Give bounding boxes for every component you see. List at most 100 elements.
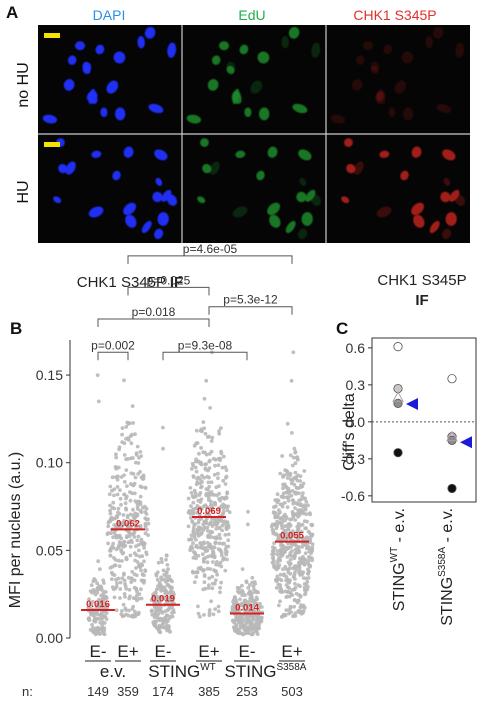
b-data-point xyxy=(142,581,146,585)
b-data-point xyxy=(271,548,276,553)
b-data-point xyxy=(282,482,287,487)
b-data-point xyxy=(99,593,104,598)
b-data-point xyxy=(216,609,221,614)
b-data-point xyxy=(282,546,287,551)
b-data-point xyxy=(288,561,293,566)
b-data-point xyxy=(164,570,169,575)
b-data-point xyxy=(157,580,162,585)
b-data-point xyxy=(138,484,143,489)
b-data-point xyxy=(244,621,249,626)
b-data-point xyxy=(298,559,303,563)
c-x-label: STINGWT - e.v. xyxy=(389,508,408,611)
b-data-point xyxy=(166,567,170,572)
b-data-point xyxy=(167,585,172,589)
b-data-point xyxy=(120,432,124,437)
b-data-point xyxy=(130,569,135,574)
b-data-point xyxy=(292,482,297,487)
b-data-point xyxy=(110,488,114,493)
nucleus-blob xyxy=(298,149,312,161)
b-data-point xyxy=(294,490,298,495)
b-data-point xyxy=(165,577,170,582)
b-data-point xyxy=(165,591,170,596)
b-data-point xyxy=(151,593,156,597)
b-data-point xyxy=(109,531,113,536)
b-data-point xyxy=(207,484,212,489)
b-data-point xyxy=(134,453,139,457)
b-data-point xyxy=(106,541,110,546)
nucleus-blob xyxy=(442,149,456,161)
b-data-point xyxy=(279,541,283,546)
nucleus-blob xyxy=(125,214,137,228)
b-data-point xyxy=(246,586,251,590)
b-data-point xyxy=(285,486,289,490)
panel-a-letter: A xyxy=(6,3,18,22)
b-data-point xyxy=(273,565,277,570)
b-data-point xyxy=(192,523,197,528)
b-data-point xyxy=(164,557,168,562)
b-data-point xyxy=(295,598,300,603)
b-data-point xyxy=(204,492,209,496)
b-data-point xyxy=(132,491,137,496)
b-data-point xyxy=(225,557,229,562)
b-data-point xyxy=(286,498,291,503)
nucleus-blob xyxy=(376,206,392,218)
b-data-point xyxy=(298,479,302,483)
b-data-point xyxy=(210,545,215,550)
nucleus-blob xyxy=(67,55,77,65)
b-data-point xyxy=(112,556,116,560)
nucleus-blob xyxy=(292,103,308,114)
b-data-point xyxy=(204,487,209,491)
b-data-point xyxy=(191,570,196,575)
b-data-point xyxy=(202,396,207,401)
b-data-point xyxy=(278,585,283,590)
b-comparison-bracket xyxy=(162,351,248,361)
b-data-point xyxy=(123,584,128,589)
b-data-point xyxy=(89,583,94,588)
b-data-point xyxy=(237,608,242,612)
b-data-point xyxy=(279,494,284,499)
b-data-point xyxy=(271,561,275,565)
b-data-point xyxy=(127,490,132,494)
b-data-point xyxy=(118,488,122,492)
b-data-point xyxy=(210,574,215,579)
b-data-point xyxy=(196,534,201,538)
b-data-point xyxy=(249,593,254,598)
b-data-point xyxy=(281,552,285,556)
b-data-point xyxy=(207,611,212,615)
b-data-point xyxy=(220,541,225,546)
b-data-point xyxy=(198,428,203,433)
b-data-point xyxy=(301,491,305,495)
b-data-point xyxy=(124,457,128,461)
channel-label-edu: EdU xyxy=(238,7,265,23)
b-data-point xyxy=(102,632,107,637)
b-data-point xyxy=(139,454,144,458)
b-data-point xyxy=(218,458,222,463)
nucleus-blob xyxy=(167,42,177,58)
b-data-point xyxy=(195,441,200,445)
b-data-point xyxy=(104,611,109,615)
b-data-point xyxy=(276,537,281,541)
b-data-point xyxy=(304,546,309,551)
c-plot-frame xyxy=(371,337,477,503)
b-data-point xyxy=(157,629,162,633)
b-data-point xyxy=(118,496,123,501)
b-data-point xyxy=(253,582,257,586)
b-data-point xyxy=(128,498,133,503)
b-data-point xyxy=(284,583,289,587)
b-data-point xyxy=(273,498,278,502)
nucleus-blob xyxy=(218,41,230,51)
b-data-point xyxy=(209,499,213,504)
b-data-point xyxy=(223,568,228,573)
b-comparison-pvalue: p=9.3e-08 xyxy=(178,338,233,352)
b-data-point xyxy=(120,609,124,613)
b-data-point xyxy=(161,446,165,451)
b-data-point xyxy=(139,587,143,592)
b-data-point xyxy=(121,513,126,517)
nucleus-blob xyxy=(394,80,407,94)
b-data-point xyxy=(306,567,310,572)
b-data-point xyxy=(192,443,197,448)
b-data-point xyxy=(205,511,209,516)
b-y-tick-label: 0.00 xyxy=(36,630,63,646)
b-data-point xyxy=(135,505,140,509)
panel-b-beeswarm: 0.00 0.05 0.10 0.15 0.016 0.062 0.019 0.069 0.01… xyxy=(22,242,315,699)
